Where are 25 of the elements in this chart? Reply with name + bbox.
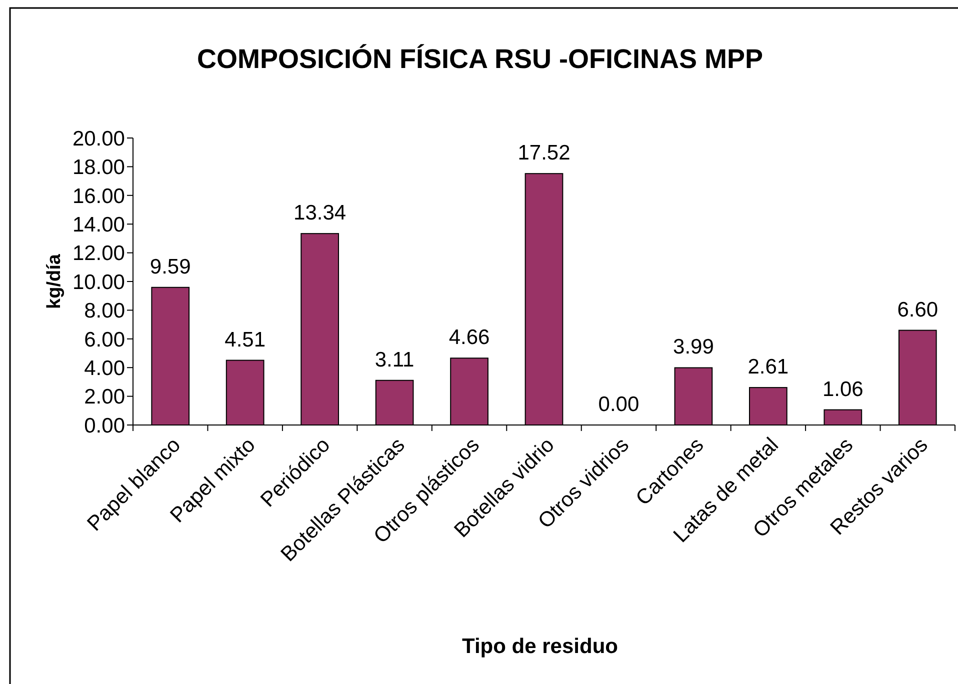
data-label: 4.66	[448, 326, 490, 350]
y-tick-label: 8.00	[84, 300, 125, 323]
y-tick-label: 12.00	[72, 242, 125, 266]
y-tick-label: 0.00	[84, 414, 125, 438]
data-label: 6.60	[897, 298, 938, 322]
data-label: 1.06	[822, 378, 864, 401]
data-label: 13.34	[294, 202, 346, 225]
y-tick-label: 14.00	[72, 213, 125, 236]
data-label: 0.00	[598, 393, 640, 416]
y-tick-label: 4.00	[84, 356, 125, 380]
y-tick-label: 2.00	[84, 386, 125, 409]
chart-title: COMPOSICIÓN FÍSICA RSU -OFICINAS MPP	[196, 44, 764, 74]
y-tick-label: 20.00	[72, 127, 125, 150]
x-axis-title: Tipo de residuo	[462, 635, 618, 658]
data-label: 3.99	[673, 336, 714, 359]
y-tick-label: 18.00	[72, 156, 125, 180]
data-label: 2.61	[748, 356, 789, 379]
data-label: 3.11	[374, 348, 414, 372]
y-tick-label: 16.00	[72, 184, 125, 208]
y-tick-label: 6.00	[84, 328, 125, 352]
data-label: 9.59	[150, 255, 191, 278]
y-tick-label: 10.00	[72, 270, 125, 294]
data-label: 4.51	[224, 328, 266, 352]
data-label: 17.52	[518, 142, 570, 165]
y-axis-title: kg/día	[44, 254, 65, 309]
